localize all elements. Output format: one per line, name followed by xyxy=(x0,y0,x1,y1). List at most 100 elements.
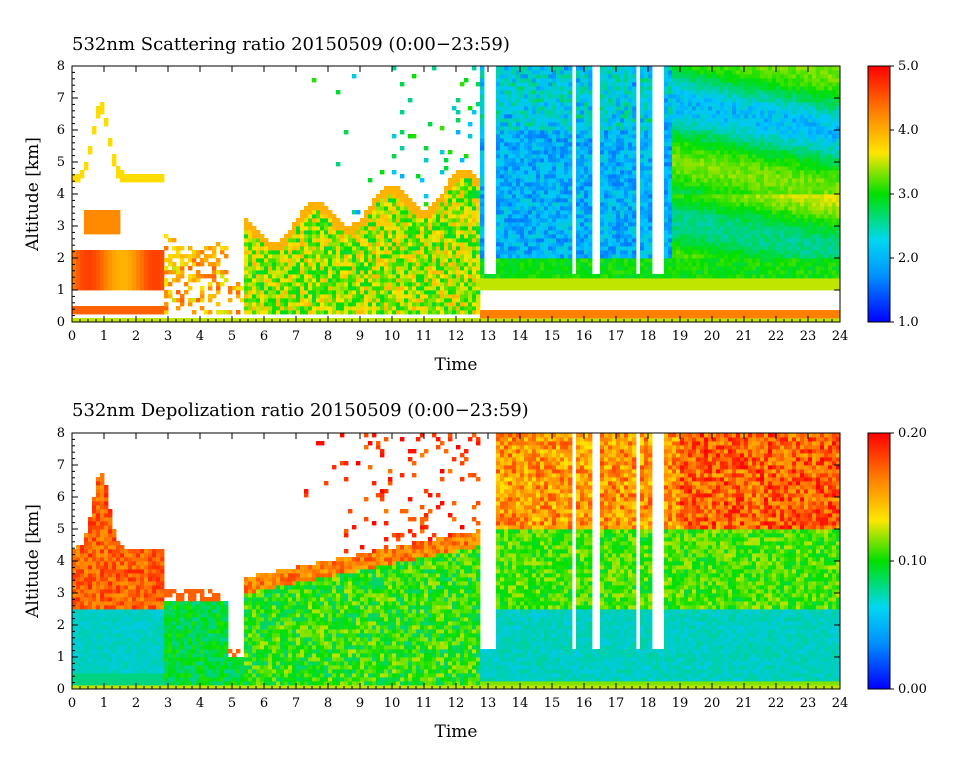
heatmap-cell xyxy=(556,110,561,115)
heatmap-cell xyxy=(524,74,529,79)
heatmap-cell xyxy=(412,282,417,287)
heatmap-cell xyxy=(560,266,565,271)
heatmap-cell xyxy=(692,114,697,119)
heatmap-cell xyxy=(124,286,129,291)
heatmap-cell xyxy=(464,294,469,299)
heatmap-cell xyxy=(660,274,665,279)
heatmap-cell xyxy=(624,98,629,103)
heatmap-cell xyxy=(568,242,573,247)
heatmap-cell xyxy=(556,70,561,75)
heatmap-cell xyxy=(648,98,653,103)
heatmap-cell xyxy=(172,266,177,271)
heatmap-cell xyxy=(440,222,445,227)
heatmap-cell xyxy=(688,310,693,315)
heatmap-cell xyxy=(696,138,701,143)
heatmap-cell xyxy=(468,238,473,243)
heatmap-cell xyxy=(648,178,653,183)
heatmap-cell xyxy=(664,170,669,175)
heatmap-cell xyxy=(76,270,81,275)
heatmap-cell xyxy=(376,298,381,303)
heatmap-cell xyxy=(628,118,633,123)
heatmap-cell xyxy=(564,222,569,227)
heatmap-cell xyxy=(372,306,377,311)
heatmap-cell xyxy=(444,206,449,211)
heatmap-cell xyxy=(684,178,689,183)
heatmap-cell xyxy=(176,290,181,295)
heatmap-cell xyxy=(604,186,609,191)
heatmap-cell xyxy=(556,286,561,291)
heatmap-cell xyxy=(536,210,541,215)
heatmap-cell xyxy=(644,278,649,283)
heatmap-cell xyxy=(604,86,609,91)
heatmap-cell xyxy=(444,254,449,259)
heatmap-cell xyxy=(560,274,565,279)
heatmap-cell xyxy=(536,242,541,247)
heatmap-cell xyxy=(612,158,617,163)
heatmap-cell xyxy=(516,258,521,263)
heatmap-cell xyxy=(648,266,653,271)
heatmap-cell xyxy=(284,266,289,271)
heatmap-cell xyxy=(388,294,393,299)
heatmap-cell xyxy=(428,270,433,275)
heatmap-cell xyxy=(604,266,609,271)
heatmap-cell xyxy=(544,214,549,219)
heatmap-cell xyxy=(536,170,541,175)
heatmap-cell xyxy=(684,130,689,135)
heatmap-cell xyxy=(288,302,293,307)
heatmap-cell xyxy=(584,194,589,199)
heatmap-cell xyxy=(428,286,433,291)
heatmap-cell xyxy=(188,302,193,307)
heatmap-cell xyxy=(684,314,689,319)
heatmap-cell xyxy=(416,262,421,267)
heatmap-cell xyxy=(584,106,589,111)
heatmap-cell xyxy=(264,302,269,307)
heatmap-cell xyxy=(84,310,89,315)
heatmap-cell xyxy=(576,270,581,275)
heatmap-cell xyxy=(472,310,477,315)
heatmap-cell xyxy=(404,310,409,315)
heatmap-cell xyxy=(112,310,117,315)
heatmap-cell xyxy=(108,310,113,315)
heatmap-cell xyxy=(532,162,537,167)
heatmap-cell xyxy=(104,278,109,283)
heatmap-cell xyxy=(280,278,285,283)
heatmap-cell xyxy=(508,130,513,135)
heatmap-cell xyxy=(464,286,469,291)
heatmap-cell xyxy=(604,162,609,167)
heatmap-cell xyxy=(452,286,457,291)
heatmap-cell xyxy=(500,142,505,147)
heatmap-cell xyxy=(660,282,665,287)
heatmap-cell xyxy=(316,282,321,287)
heatmap-cell xyxy=(428,298,433,303)
heatmap-cell xyxy=(116,218,121,223)
heatmap-cell xyxy=(612,226,617,231)
heatmap-cell xyxy=(556,170,561,175)
heatmap-cell xyxy=(76,254,81,259)
heatmap-cell xyxy=(308,218,313,223)
heatmap-cell xyxy=(468,186,473,191)
heatmap-cell xyxy=(528,254,533,259)
heatmap-cell xyxy=(496,206,501,211)
heatmap-cell xyxy=(532,206,537,211)
heatmap-cell xyxy=(260,318,265,323)
heatmap-cell xyxy=(648,222,653,227)
heatmap-cell xyxy=(620,314,625,319)
heatmap-cell xyxy=(500,282,505,287)
heatmap-cell xyxy=(620,146,625,151)
heatmap-cell xyxy=(568,194,573,199)
heatmap-cell xyxy=(348,250,353,255)
heatmap-cell xyxy=(640,90,645,95)
heatmap-cell xyxy=(456,178,461,183)
heatmap-cell xyxy=(548,230,553,235)
heatmap-cell xyxy=(240,298,245,303)
heatmap-cell xyxy=(544,138,549,143)
heatmap-cell xyxy=(600,110,605,115)
heatmap-cell xyxy=(84,262,89,267)
heatmap-cell xyxy=(472,202,477,207)
heatmap-cell xyxy=(368,254,373,259)
heatmap-cell xyxy=(504,66,509,71)
heatmap-cell xyxy=(384,246,389,251)
heatmap-cell xyxy=(256,294,261,299)
heatmap-cell xyxy=(524,98,529,103)
heatmap-cell xyxy=(628,138,633,143)
